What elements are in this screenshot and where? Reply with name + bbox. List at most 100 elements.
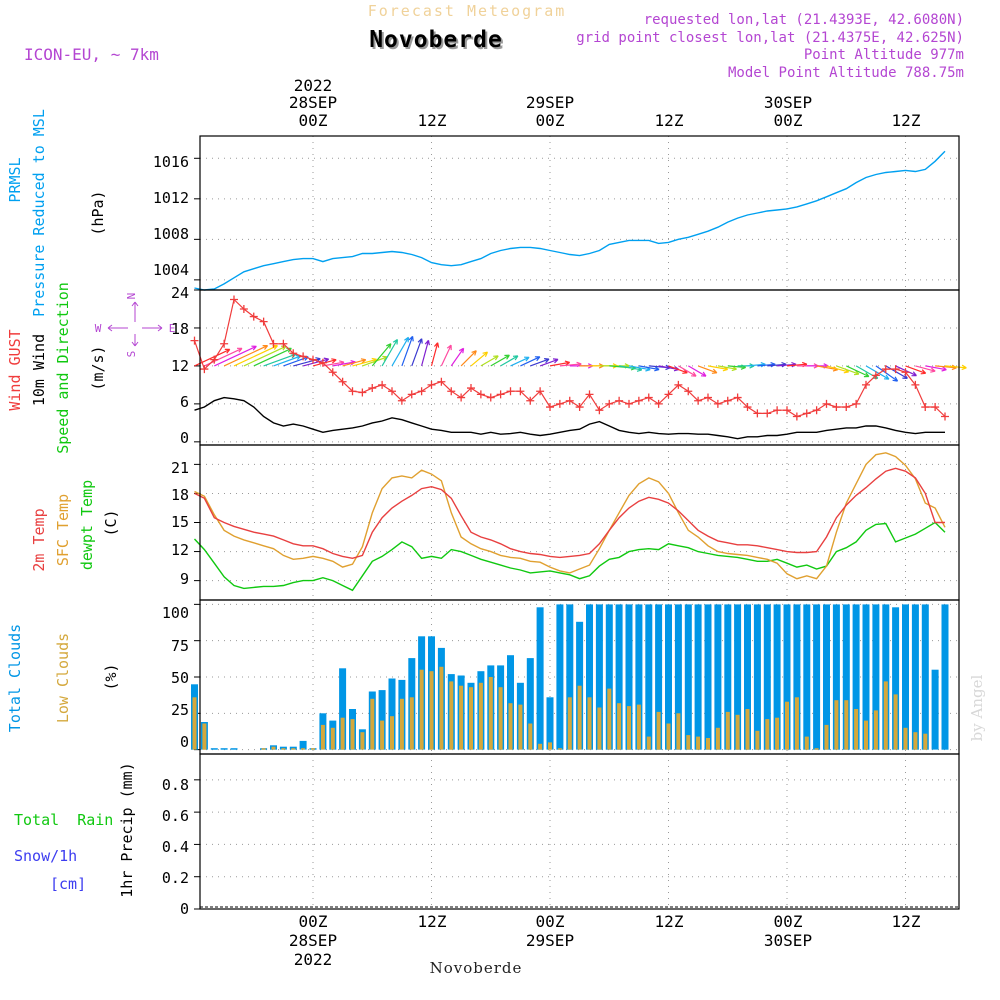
top-date-label: 28SEP	[289, 93, 337, 112]
gust-marker	[753, 409, 762, 418]
compass-rose: W E N S	[95, 293, 176, 358]
wind-arrow	[865, 365, 890, 380]
gust-marker	[338, 377, 347, 386]
low-clouds-bar	[399, 698, 404, 750]
gust-marker	[427, 380, 436, 389]
temperature-grid	[194, 445, 959, 600]
bottom-year-label: 2022	[294, 950, 333, 969]
y-tick-label: 6	[180, 393, 189, 411]
top-hour-label: 12Z	[655, 111, 684, 130]
sfc-temp-series-line	[194, 452, 946, 580]
total-clouds-bar	[230, 748, 238, 750]
temp2m-series-line	[194, 467, 945, 560]
gust-marker	[200, 365, 209, 374]
gust-marker	[309, 355, 317, 364]
low-clouds-bar	[627, 706, 631, 750]
precip-frame	[199, 753, 960, 910]
low-clouds-bar	[202, 723, 207, 750]
gust-marker	[605, 399, 614, 408]
temperature-frame	[199, 444, 960, 601]
dewpt-series-line	[193, 521, 946, 592]
clouds-y-ticks: 0 25 50 75 100	[162, 604, 189, 751]
precip-grid	[194, 754, 959, 910]
total-clouds-bar	[744, 604, 751, 750]
total-clouds-bar	[832, 604, 840, 750]
low-clouds-bar	[597, 707, 602, 750]
y-tick-label: 0	[180, 733, 189, 751]
y-tick-label: 1012	[153, 189, 189, 207]
y-tick-label: 12	[171, 357, 189, 375]
wind-arrow	[440, 344, 452, 367]
bottom-time-axis: 00Z 12Z 00Z 12Z 00Z 12Z 28SEP 29SEP 30SE…	[289, 912, 921, 969]
pressure-label: PRMSL	[6, 157, 24, 202]
clouds-unit: (%)	[102, 663, 120, 690]
low-clouds-bar	[656, 711, 661, 750]
total-clouds-bar	[299, 740, 307, 750]
pressure-unit: (hPa)	[89, 190, 107, 235]
gust-marker	[368, 384, 377, 393]
location-title-shadow: Novoberde	[371, 29, 505, 55]
wind-arrow	[747, 362, 766, 368]
total-clouds-bar	[289, 746, 297, 750]
total-clouds-bar	[921, 604, 929, 750]
total-clouds-bar	[704, 604, 712, 750]
y-tick-label: 21	[171, 459, 189, 477]
wind-arrow	[915, 365, 936, 373]
gust-marker	[447, 387, 456, 396]
total-clouds-bar	[783, 604, 791, 750]
total-clouds-bar	[586, 604, 593, 750]
compass-w: W	[95, 322, 102, 335]
total-clouds-bar	[339, 668, 347, 750]
gust-marker	[378, 380, 387, 389]
gust-marker	[644, 393, 653, 402]
gust-marker	[269, 339, 278, 348]
gust-marker	[674, 380, 683, 389]
total-clouds-bar	[665, 604, 672, 750]
low-clouds-bar	[281, 748, 286, 750]
gust-marker	[862, 380, 870, 389]
gust-marker	[555, 399, 564, 408]
snow-label: Snow/1h	[14, 847, 77, 865]
low-clouds-label: Low Clouds	[54, 633, 72, 723]
low-clouds-bar	[459, 685, 464, 750]
gust-marker	[388, 387, 396, 396]
wind-arrow	[539, 358, 559, 367]
total-clouds-bar	[852, 604, 860, 750]
low-clouds-bar	[538, 743, 543, 750]
compass-n: N	[125, 293, 138, 300]
low-clouds-bar	[271, 746, 276, 750]
total-clouds-bar	[635, 604, 643, 750]
gust-marker	[279, 339, 288, 348]
total-clouds-bar	[684, 604, 692, 750]
gust-marker	[871, 371, 880, 380]
pressure-y-ticks: 1004 1008 1012 1016	[153, 153, 189, 279]
gust-marker	[625, 399, 633, 408]
low-clouds-bar	[488, 677, 493, 750]
total-clouds-bar	[595, 604, 603, 750]
gust-marker	[407, 390, 416, 399]
snow-unit: [cm]	[50, 875, 86, 893]
gust-marker	[506, 387, 515, 396]
gust-label: Wind GUST	[6, 329, 24, 410]
wind-arrow	[223, 345, 269, 367]
wind-grid	[194, 289, 959, 445]
low-clouds-bar	[350, 719, 355, 750]
bottom-hour-label: 12Z	[655, 912, 684, 931]
low-clouds-bar	[390, 716, 394, 750]
wind-arrow	[302, 357, 330, 367]
total-clouds-bar	[931, 669, 939, 750]
gust-marker	[931, 403, 940, 412]
gridpoint-coords: grid point closest lon,lat (21.4375E, 42…	[576, 30, 964, 46]
gust-marker	[704, 393, 712, 402]
low-clouds-bar	[696, 736, 701, 750]
wind-arrow	[214, 345, 257, 367]
low-clouds-bar	[429, 671, 434, 750]
gust-markers	[190, 295, 949, 421]
low-clouds-bar	[360, 732, 365, 750]
low-clouds-bar	[873, 710, 878, 750]
wind-arrow	[510, 356, 530, 367]
top-date-label: 30SEP	[764, 93, 812, 112]
wind-arrow	[490, 354, 510, 367]
total-clouds-bar	[911, 604, 919, 750]
total-clouds-bar	[220, 748, 228, 750]
